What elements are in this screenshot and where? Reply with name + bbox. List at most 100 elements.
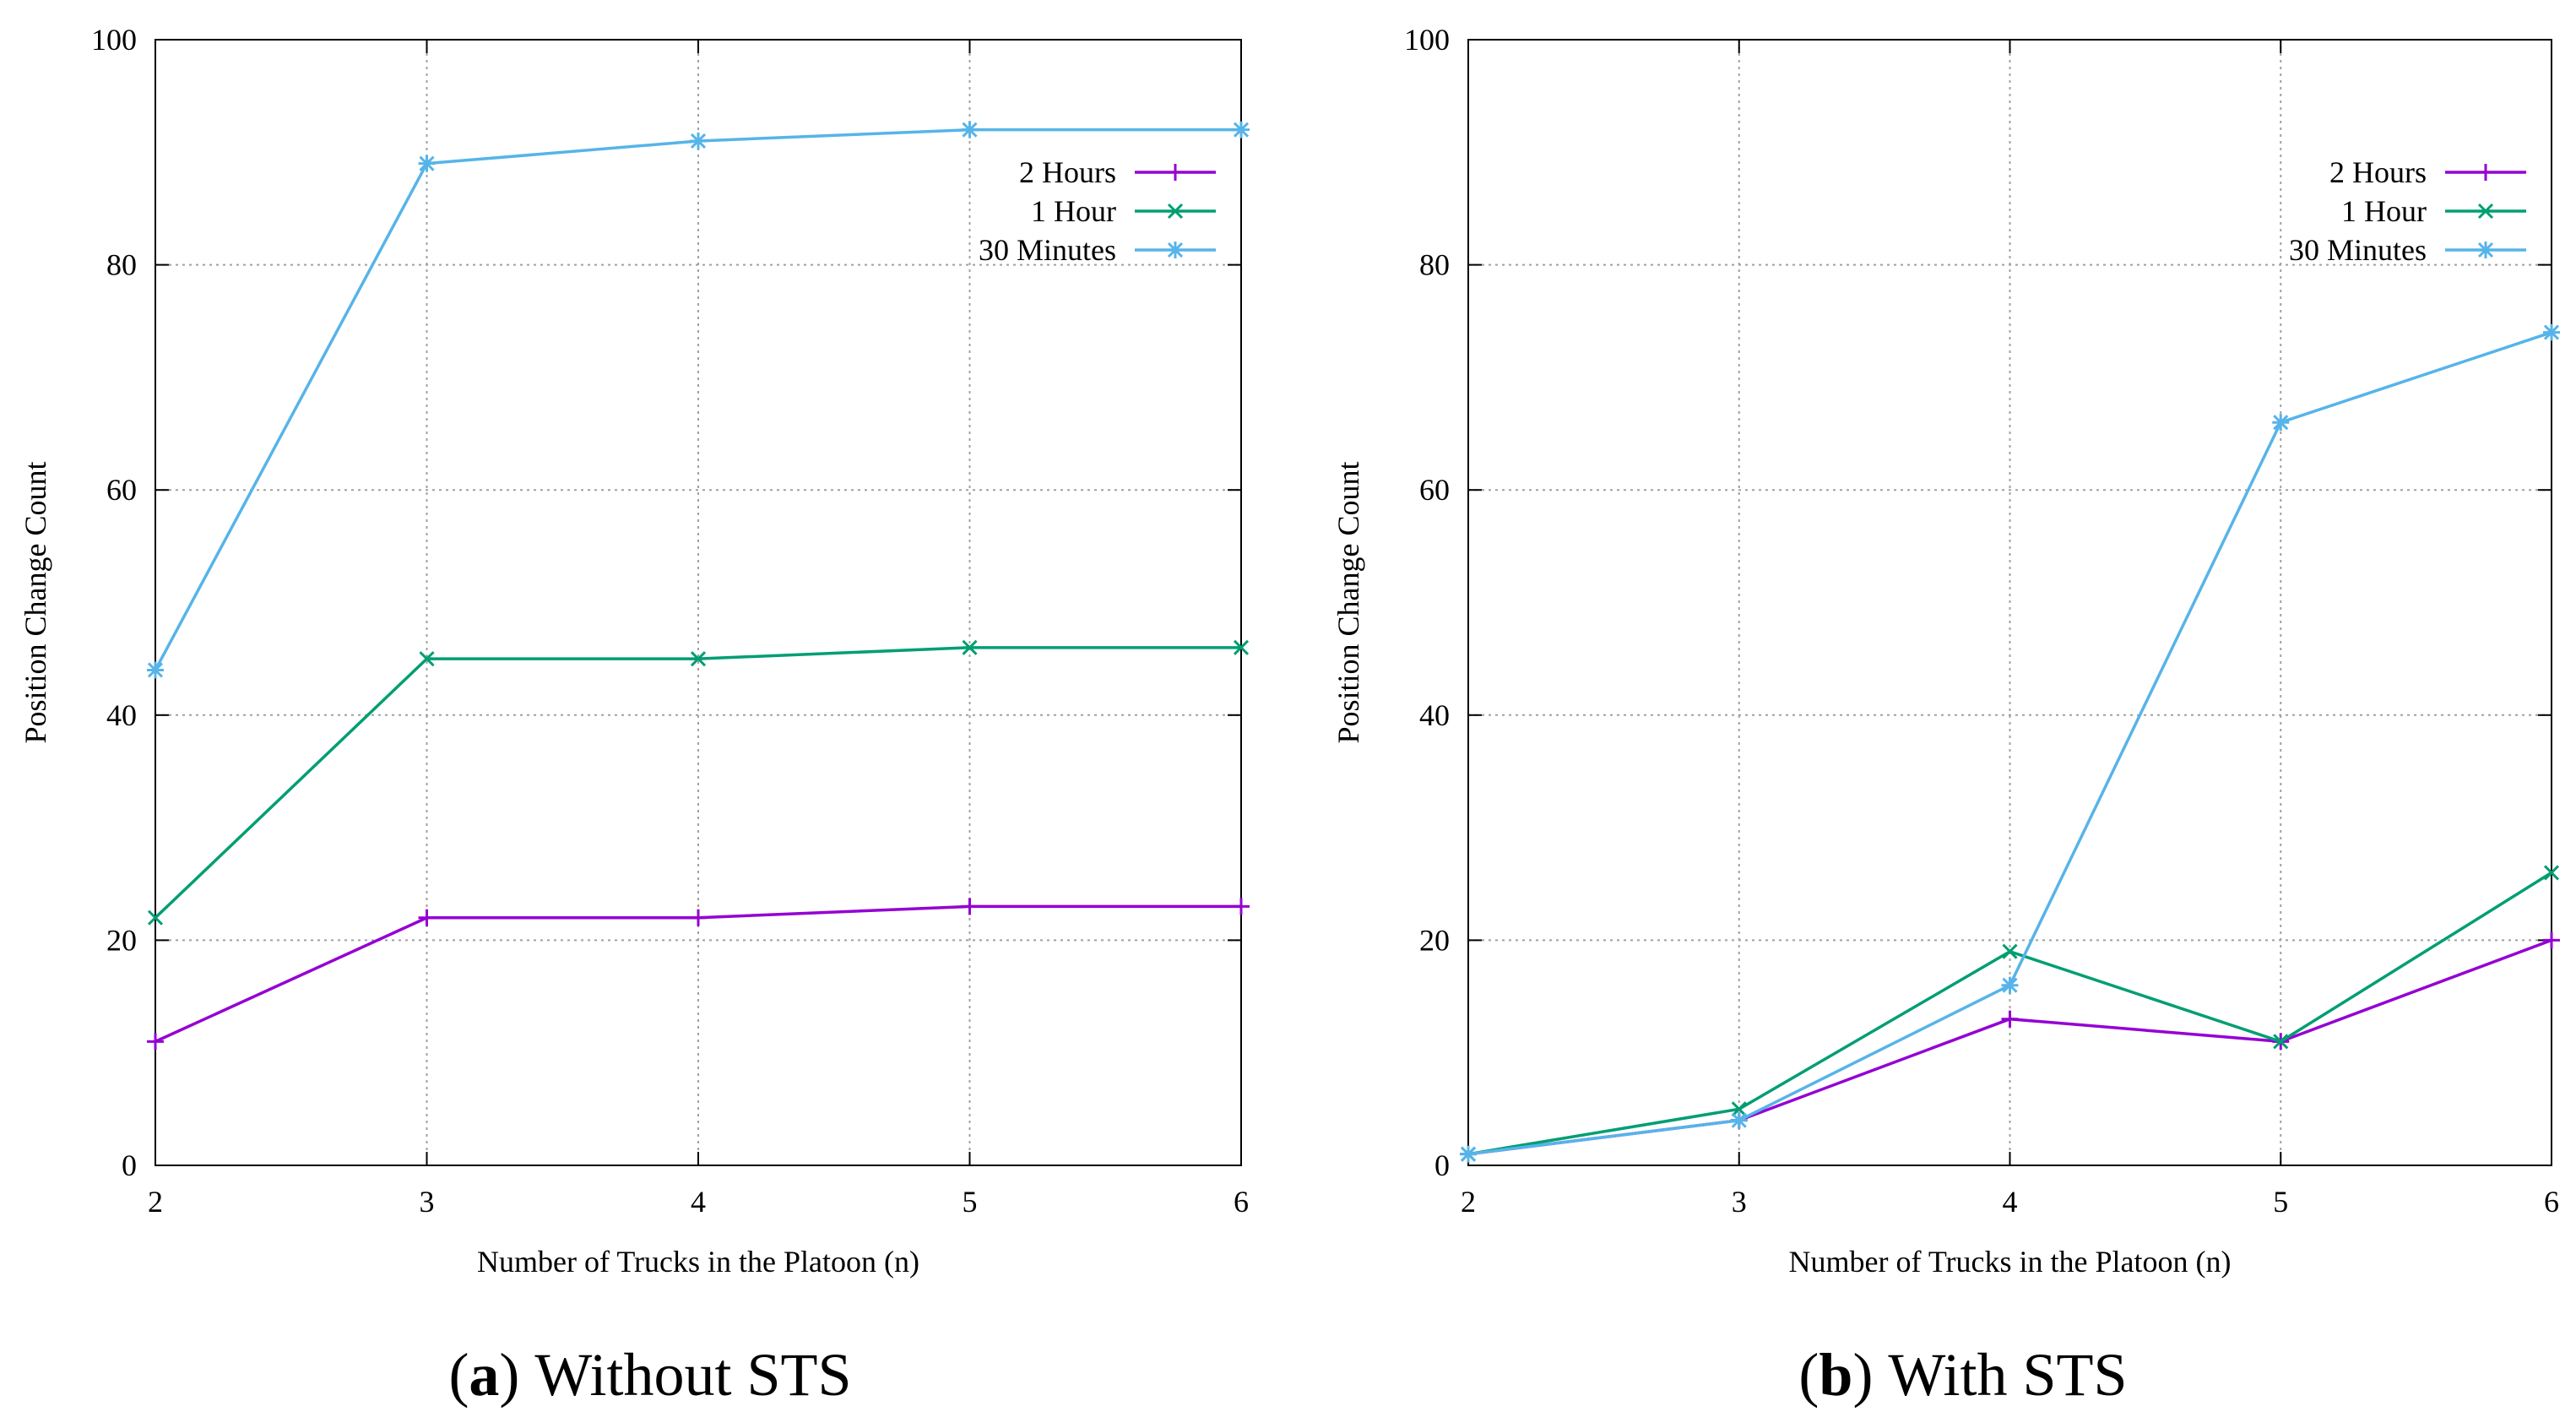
legend-label: 1 Hour (2341, 194, 2427, 228)
series-1-hour (147, 639, 1250, 926)
data-point (1460, 1145, 1477, 1163)
gridlines (1468, 40, 2552, 1165)
y-tick-label: 100 (1404, 23, 1450, 57)
legend-marker-d2 (1167, 242, 1184, 258)
x-tick-label: 4 (691, 1185, 706, 1219)
data-point (1233, 898, 1250, 915)
legend-label: 30 Minutes (979, 233, 1116, 267)
data-point (2543, 931, 2560, 949)
data-point-d2 (1731, 1101, 1747, 1117)
y-tick-label: 20 (1419, 923, 1450, 957)
caption-text: With STS (1873, 1341, 2127, 1409)
y-tick-label: 20 (106, 923, 137, 957)
legend-marker (2477, 203, 2494, 220)
data-point (962, 639, 978, 655)
chart-panel-b: 0 20 40 60 80 100 2 3 4 5 6 Number of Trucks in the… (1331, 23, 2560, 1409)
data-point (147, 1033, 164, 1051)
data-point-d2 (2002, 943, 2018, 959)
data-point-d2 (2543, 324, 2560, 340)
data-point (1233, 639, 1250, 655)
data-point (690, 909, 707, 926)
data-point-d2 (962, 639, 978, 655)
caption-text: Without STS (519, 1341, 851, 1409)
data-point (1233, 121, 1250, 138)
x-tick-label: 2 (1461, 1185, 1476, 1219)
y-tick-label: 80 (106, 248, 137, 282)
x-tick-label: 5 (2273, 1185, 2288, 1219)
data-point-d2 (2543, 865, 2560, 881)
data-point (2543, 323, 2560, 341)
data-point-d2 (2273, 1034, 2289, 1050)
x-tick-label: 4 (2003, 1185, 2018, 1219)
legend: 2 Hours 1 Hour 30 Minutes (979, 155, 1216, 267)
series-30-minutes (147, 121, 1250, 679)
data-point (961, 121, 979, 138)
y-tick-label: 60 (106, 473, 137, 507)
gridlines (155, 40, 1241, 1165)
data-point (419, 651, 435, 667)
caption-letter: b (1819, 1341, 1852, 1409)
chart-panel-a: 0 20 40 60 80 100 2 3 4 5 6 Number of Trucks in the… (19, 23, 1250, 1409)
data-point (418, 155, 436, 172)
data-point (147, 661, 164, 679)
x-axis-label: Number of Trucks in the Platoon (n) (477, 1245, 919, 1279)
data-point-d2 (962, 122, 978, 138)
y-tick-label: 40 (106, 698, 137, 732)
legend-marker-d2 (2477, 203, 2494, 220)
x-tick-label: 5 (963, 1185, 978, 1219)
legend-marker (2477, 164, 2494, 181)
data-point (2001, 1010, 2019, 1028)
legend-marker-d2 (1167, 203, 1184, 220)
data-point (147, 909, 164, 926)
legend: 2 Hours 1 Hour 30 Minutes (2289, 155, 2526, 267)
data-point-d2 (690, 651, 707, 667)
data-point (961, 898, 979, 915)
x-tick-label: 6 (1234, 1185, 1249, 1219)
caption-paren-open: ( (448, 1341, 469, 1409)
legend-marker (1167, 203, 1184, 220)
y-tick-label: 60 (1419, 473, 1450, 507)
legend-label: 2 Hours (1019, 155, 1116, 189)
tick-marks (155, 39, 1242, 1166)
data-point (2272, 414, 2290, 432)
tick-marks (1467, 39, 2552, 1166)
legend-marker (2477, 242, 2494, 258)
x-tick-label: 6 (2544, 1185, 2559, 1219)
y-tick-label: 80 (1419, 248, 1450, 282)
data-point-d2 (419, 155, 435, 171)
legend-marker (1167, 164, 1184, 181)
data-point-d2 (1233, 639, 1250, 655)
y-tick-label: 0 (1434, 1148, 1450, 1182)
series-30-minutes (1460, 323, 2560, 1163)
legend-marker (1167, 242, 1184, 258)
x-tick-label: 2 (148, 1185, 163, 1219)
data-point (690, 651, 707, 667)
y-tick-label: 100 (91, 23, 137, 57)
legend-label: 1 Hour (1031, 194, 1116, 228)
x-tick-label: 3 (420, 1185, 435, 1219)
data-point-d2 (147, 662, 164, 678)
legend-label: 2 Hours (2329, 155, 2427, 189)
data-point-d2 (1460, 1146, 1477, 1162)
data-point-d2 (690, 133, 707, 149)
data-point-d2 (1731, 1112, 1747, 1128)
data-point-d2 (1233, 122, 1250, 138)
caption-paren-close: ) (1852, 1341, 1873, 1409)
data-point (1730, 1111, 1748, 1129)
y-tick-label: 0 (122, 1148, 137, 1182)
legend-label: 30 Minutes (2289, 233, 2427, 267)
series-2-hours (147, 898, 1250, 1051)
data-point (2543, 865, 2560, 881)
caption-letter: a (469, 1341, 499, 1409)
data-point (1731, 1101, 1747, 1117)
data-point (418, 909, 436, 926)
panel-caption: (b) With STS (1798, 1341, 2127, 1409)
data-point-d2 (2273, 415, 2289, 431)
y-axis-label: Position Change Count (19, 461, 52, 743)
x-tick-label: 3 (1732, 1185, 1747, 1219)
data-point (2002, 943, 2018, 959)
data-point (2001, 976, 2019, 994)
series-line (154, 646, 1241, 920)
